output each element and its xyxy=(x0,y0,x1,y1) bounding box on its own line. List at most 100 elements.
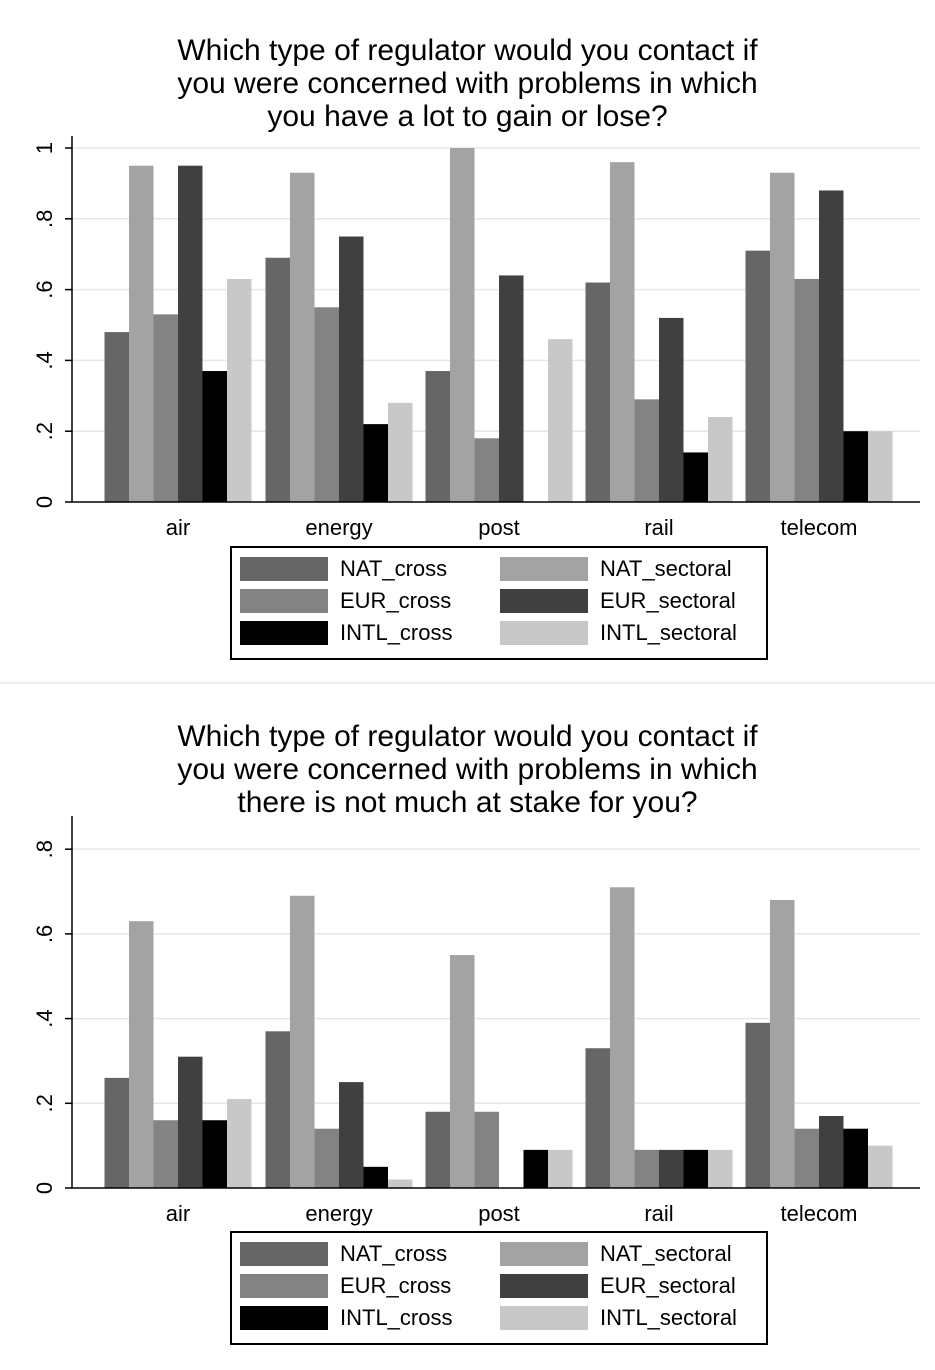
legend-item: NAT_sectoral xyxy=(500,1241,732,1267)
legend-label: INTL_cross xyxy=(340,620,453,645)
y-tick-label: 0 xyxy=(32,496,57,508)
bar-intl-sectoral-post xyxy=(548,339,573,502)
legend-item: NAT_sectoral xyxy=(500,556,732,582)
bar-intl-cross-energy xyxy=(363,1166,388,1188)
bar-eur-sectoral-rail xyxy=(659,317,684,502)
bar-intl-sectoral-energy xyxy=(388,402,413,502)
bar-eur-cross-air xyxy=(153,314,178,502)
legend-swatch xyxy=(240,1242,328,1266)
bar-eur-cross-energy xyxy=(314,307,339,502)
legend-label: EUR_cross xyxy=(340,1273,452,1298)
chart-panel-high-stakes: Which type of regulator would you contac… xyxy=(0,0,935,680)
legend-item: INTL_cross xyxy=(240,1305,452,1331)
y-tick-label: .6 xyxy=(32,280,57,298)
bar-nat-cross-energy xyxy=(265,257,290,502)
legend-label: NAT_cross xyxy=(340,556,448,581)
bar-nat-sectoral-telecom xyxy=(770,172,795,502)
legend-swatch xyxy=(500,1242,588,1266)
bar-intl-cross-rail xyxy=(683,1149,708,1188)
bar-eur-sectoral-air xyxy=(178,165,203,502)
bar-intl-cross-telecom xyxy=(843,1128,868,1188)
bar-nat-cross-post xyxy=(425,1111,450,1188)
bar-intl-sectoral-energy xyxy=(388,1179,413,1188)
bar-nat-cross-rail xyxy=(585,282,610,502)
bar-eur-sectoral-rail xyxy=(659,1149,684,1188)
legend-swatch xyxy=(240,557,328,581)
bar-intl-sectoral-telecom xyxy=(868,431,893,502)
y-tick-label: .6 xyxy=(32,925,57,943)
bar-nat-cross-air xyxy=(104,1077,129,1188)
bar-eur-cross-energy xyxy=(314,1128,339,1188)
legend-swatch xyxy=(500,557,588,581)
bar-nat-sectoral-post xyxy=(450,955,475,1188)
legend-swatch xyxy=(240,1306,328,1330)
bar-nat-sectoral-rail xyxy=(610,887,635,1188)
bar-intl-cross-post xyxy=(523,1149,548,1188)
bar-nat-cross-post xyxy=(425,371,450,502)
bar-chart-high-stakes: 0 .2 .4 .6 .8 1 air energy post rail telecom xyxy=(32,136,920,540)
y-tick-label: .4 xyxy=(32,351,57,369)
legend-swatch xyxy=(240,589,328,613)
bar-eur-sectoral-telecom xyxy=(819,1116,844,1188)
bar-eur-cross-telecom xyxy=(794,278,819,502)
bar-eur-cross-air xyxy=(153,1120,178,1188)
legend-swatch xyxy=(500,1306,588,1330)
bar-eur-cross-telecom xyxy=(794,1128,819,1188)
y-tick-label: .2 xyxy=(32,422,57,440)
x-category-label: air xyxy=(166,515,190,540)
y-tick-label: .2 xyxy=(32,1094,57,1112)
bar-eur-cross-post xyxy=(474,438,499,502)
bar-nat-cross-telecom xyxy=(745,1022,770,1188)
bar-intl-sectoral-post xyxy=(548,1149,573,1188)
legend-label: EUR_sectoral xyxy=(600,588,736,613)
legend-label: INTL_sectoral xyxy=(600,1305,737,1330)
legend-swatch xyxy=(500,621,588,645)
bar-nat-sectoral-air xyxy=(129,921,154,1188)
bar-intl-cross-air xyxy=(202,371,227,502)
bar-nat-sectoral-energy xyxy=(290,172,315,502)
x-category-label: post xyxy=(478,515,520,540)
bar-nat-cross-energy xyxy=(265,1031,290,1188)
bar-eur-cross-rail xyxy=(634,1149,659,1188)
legend-item: INTL_sectoral xyxy=(500,1305,737,1331)
legend-label: INTL_cross xyxy=(340,1305,453,1330)
legend-label: NAT_cross xyxy=(340,1241,448,1266)
bar-eur-sectoral-energy xyxy=(339,236,364,502)
bar-intl-cross-telecom xyxy=(843,431,868,502)
x-category-label: energy xyxy=(305,1201,372,1226)
bar-intl-sectoral-rail xyxy=(708,1149,733,1188)
legend-swatch xyxy=(500,589,588,613)
y-tick-label: .8 xyxy=(32,840,57,858)
legend-label: EUR_cross xyxy=(340,588,452,613)
legend-item: EUR_cross xyxy=(240,588,451,614)
legend-label: EUR_sectoral xyxy=(600,1273,736,1298)
bar-eur-sectoral-energy xyxy=(339,1082,364,1188)
chart-panel-low-stakes: Which type of regulator would you contac… xyxy=(0,686,935,1370)
x-category-label: telecom xyxy=(780,515,857,540)
x-category-label: rail xyxy=(644,1201,673,1226)
legend-item: INTL_cross xyxy=(240,620,452,646)
bar-eur-sectoral-air xyxy=(178,1056,203,1188)
x-category-label: energy xyxy=(305,515,372,540)
legend-label: NAT_sectoral xyxy=(600,1241,732,1266)
bar-nat-cross-telecom xyxy=(745,250,770,502)
bar-nat-sectoral-energy xyxy=(290,895,315,1188)
chart-title: Which type of regulator would you contac… xyxy=(177,720,758,819)
y-tick-label: 0 xyxy=(32,1182,57,1194)
bar-intl-sectoral-rail xyxy=(708,417,733,502)
legend-item: EUR_sectoral xyxy=(500,588,736,614)
bar-eur-sectoral-telecom xyxy=(819,190,844,503)
bar-eur-sectoral-post xyxy=(499,275,524,502)
legend-item: NAT_cross xyxy=(240,1241,447,1267)
y-tick-label: .8 xyxy=(32,210,57,228)
bar-eur-cross-post xyxy=(474,1111,499,1188)
legend-swatch xyxy=(240,621,328,645)
bar-eur-cross-rail xyxy=(634,399,659,502)
legend-label: INTL_sectoral xyxy=(600,620,737,645)
x-category-label: post xyxy=(478,1201,520,1226)
bar-chart-low-stakes: 0 .2 .4 .6 .8 air energy post rail telecom xyxy=(32,816,920,1226)
x-category-label: air xyxy=(166,1201,190,1226)
x-category-label: telecom xyxy=(780,1201,857,1226)
chart-title: Which type of regulator would you contac… xyxy=(177,34,758,133)
legend-item: INTL_sectoral xyxy=(500,620,737,646)
